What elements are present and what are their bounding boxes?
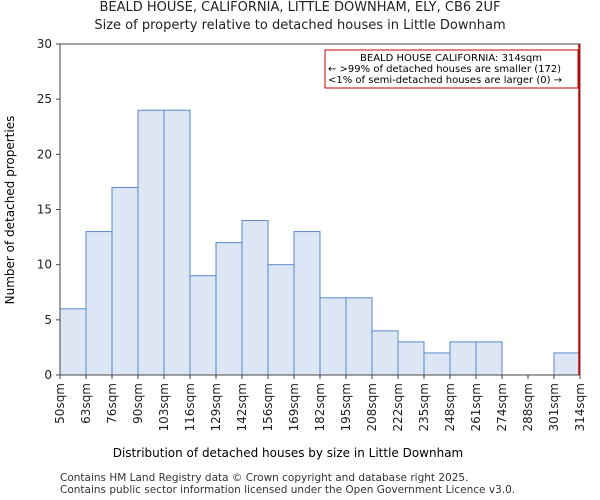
bar-169sqm [293,231,321,376]
y-tick-label: 10 [37,258,52,272]
annotation-line-3: <1% of semi-detached houses are larger (… [328,75,562,86]
y-tick-label: 30 [37,37,52,51]
bar-103sqm [163,109,191,376]
y-tick-label: 20 [37,147,52,161]
plot-frame [59,43,581,376]
bar-50sqm [59,308,87,376]
bar-90sqm [137,109,165,376]
x-tick-label: 116sqm [183,383,197,431]
bar-182sqm [319,297,347,376]
annotation-box: BEALD HOUSE CALIFORNIA: 314sqm ← >99% of… [324,49,579,89]
footer-line-1: Contains HM Land Registry data © Crown c… [60,472,469,484]
x-tick-label: 129sqm [209,383,223,431]
x-tick-label: 90sqm [131,383,145,424]
x-tick-label: 235sqm [417,383,431,431]
bar-208sqm [371,330,399,376]
y-tick-label: 15 [37,203,52,217]
x-tick-label: 248sqm [443,383,457,431]
x-tick-label: 274sqm [495,383,509,431]
x-tick-label: 208sqm [365,383,379,431]
x-tick-label: 142sqm [235,383,249,431]
annotation-line-1: BEALD HOUSE CALIFORNIA: 314sqm [360,53,542,64]
x-axis-label: Distribution of detached houses by size … [113,446,464,460]
x-tick-label: 182sqm [313,383,327,431]
x-tick-label: 261sqm [469,383,483,431]
bar-116sqm [189,275,217,376]
bar-63sqm [85,231,113,376]
bar-142sqm [241,220,269,376]
x-tick-label: 301sqm [547,383,561,431]
y-tick-label: 0 [44,368,52,382]
bar-222sqm [397,341,425,376]
bar-156sqm [267,264,295,376]
chart-title: BEALD HOUSE, CALIFORNIA, LITTLE DOWNHAM,… [99,0,501,15]
x-tick-label: 222sqm [391,383,405,431]
x-tick-label: 63sqm [79,383,93,424]
bar-235sqm [423,352,451,376]
x-axis: 50sqm 63sqm 76sqm 90sqm 103sqm 116sqm 129sqm 14… [53,375,587,431]
bar-129sqm [215,242,243,376]
y-axis-label: Number of detached properties [3,116,17,305]
bar-76sqm [111,186,139,376]
bar-248sqm [449,341,477,376]
y-tick-label: 25 [37,92,52,106]
bar-301sqm [553,352,581,376]
x-tick-label: 195sqm [339,383,353,431]
x-tick-label: 288sqm [521,383,535,431]
y-axis: 0 5 10 15 20 25 30 [37,37,60,382]
bar-261sqm [475,341,503,376]
footer-line-2: Contains public sector information licen… [60,484,516,496]
x-tick-label: 314sqm [573,383,587,431]
x-tick-label: 76sqm [105,383,119,424]
bars-group [59,109,581,376]
y-tick-label: 5 [44,313,52,327]
x-tick-label: 103sqm [157,383,171,431]
bar-195sqm [345,297,373,376]
annotation-line-2: ← >99% of detached houses are smaller (1… [328,64,561,75]
x-tick-label: 156sqm [261,383,275,431]
chart-subtitle: Size of property relative to detached ho… [94,18,506,33]
x-tick-label: 169sqm [287,383,301,431]
x-tick-label: 50sqm [53,383,67,424]
